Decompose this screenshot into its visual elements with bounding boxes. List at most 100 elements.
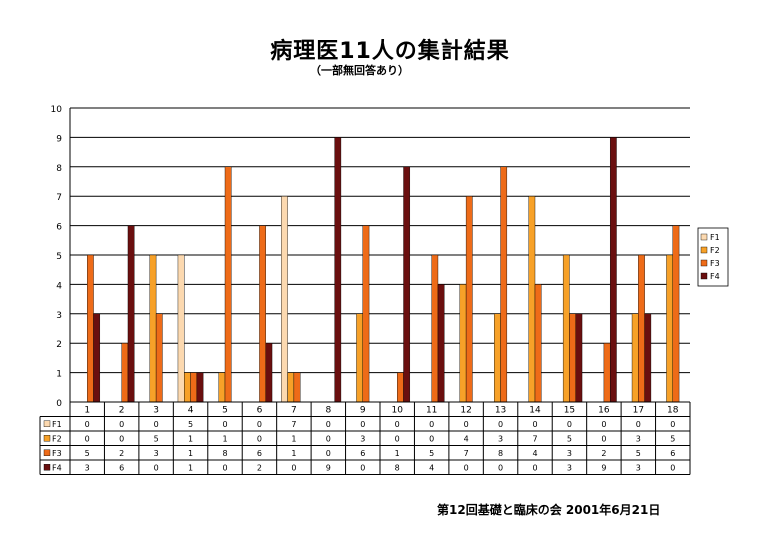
- data-label: 0: [464, 464, 469, 473]
- y-tick-label: 4: [56, 281, 62, 291]
- data-label: 4: [464, 435, 469, 444]
- bar-f2: [562, 254, 570, 403]
- legend-key: [700, 259, 708, 267]
- data-label: 9: [326, 464, 331, 473]
- bar-f4: [403, 166, 411, 403]
- x-tick-label: 18: [667, 406, 679, 416]
- bar-f2: [528, 195, 536, 403]
- data-label: 2: [601, 449, 606, 458]
- data-label: 3: [636, 464, 641, 473]
- bar-f4: [575, 313, 583, 403]
- data-label: 0: [395, 435, 400, 444]
- x-tick-label: 7: [291, 406, 297, 416]
- y-tick-label: 8: [56, 164, 62, 174]
- table-series-label: F3: [52, 449, 62, 458]
- bar-f3: [500, 166, 508, 403]
- data-label: 0: [498, 464, 503, 473]
- table-series-label: F1: [52, 420, 62, 429]
- data-label: 0: [257, 420, 262, 429]
- data-label: 0: [360, 464, 365, 473]
- table-legend-key: [43, 435, 51, 442]
- y-tick-label: 10: [51, 105, 63, 115]
- data-label: 6: [670, 449, 675, 458]
- data-label: 7: [291, 420, 296, 429]
- data-label: 0: [119, 420, 124, 429]
- bar-f2: [287, 372, 295, 403]
- data-label: 9: [601, 464, 606, 473]
- legend-label: F3: [710, 259, 720, 268]
- data-label: 0: [636, 420, 641, 429]
- bar-f4: [196, 372, 204, 403]
- bar-f3: [190, 372, 198, 403]
- data-label: 0: [326, 435, 331, 444]
- y-tick-label: 6: [56, 223, 62, 233]
- data-label: 1: [188, 435, 193, 444]
- legend-key: [700, 272, 708, 280]
- bar-f1: [281, 195, 288, 403]
- legend-label: F4: [710, 272, 720, 281]
- data-label: 6: [360, 449, 365, 458]
- data-label: 0: [601, 420, 606, 429]
- data-label: 0: [326, 449, 331, 458]
- chart-title: 病理医11人の集計結果: [270, 39, 510, 64]
- x-tick-label: 11: [426, 406, 437, 416]
- bar-f3: [431, 254, 439, 403]
- data-label: 8: [222, 449, 227, 458]
- bar-f2: [666, 254, 673, 403]
- data-label: 3: [85, 464, 90, 473]
- legend-key: [700, 233, 708, 241]
- data-label: 2: [119, 449, 124, 458]
- data-label: 0: [532, 464, 537, 473]
- bar-f2: [218, 372, 226, 403]
- bar-f3: [672, 225, 680, 403]
- data-label: 4: [532, 449, 537, 458]
- data-label: 3: [360, 435, 365, 444]
- bar-f2: [494, 313, 501, 403]
- x-tick-label: 12: [460, 406, 471, 416]
- table-series-label: F2: [52, 435, 62, 444]
- y-axis: 0 1 2 3 4 5 6 7 8 9 10: [51, 105, 690, 409]
- bar-f3: [259, 225, 266, 403]
- data-label: 0: [429, 435, 434, 444]
- x-tick-label: 16: [598, 406, 610, 416]
- data-label: 2: [257, 464, 262, 473]
- bar-f3: [534, 284, 542, 403]
- x-tick-label: 14: [529, 406, 541, 416]
- x-tick-label: 4: [188, 406, 194, 416]
- data-label: 1: [291, 449, 296, 458]
- legend-label: F1: [710, 233, 720, 242]
- data-label: 0: [154, 464, 159, 473]
- data-label: 0: [429, 420, 434, 429]
- data-label: 0: [291, 464, 296, 473]
- data-label: 7: [464, 449, 469, 458]
- bar-f4: [265, 343, 273, 403]
- y-tick-label: 7: [56, 193, 62, 203]
- bar-f4: [127, 225, 135, 403]
- data-label: 0: [360, 420, 365, 429]
- footer-note: 第12回基礎と臨床の会 2001年6月21日: [437, 503, 661, 517]
- data-label: 5: [429, 449, 434, 458]
- data-label: 0: [257, 435, 262, 444]
- bar-f4: [437, 284, 445, 403]
- bar-f3: [638, 254, 645, 403]
- legend: F1 F2 F3 F4: [697, 227, 729, 287]
- bar-f4: [334, 137, 342, 403]
- bar-f4: [609, 137, 617, 403]
- table-series-label: F4: [52, 464, 62, 473]
- x-tick-label: 1: [84, 406, 90, 416]
- data-label: 6: [119, 464, 124, 473]
- bar-f3: [362, 225, 370, 403]
- x-tick-label: 8: [325, 406, 331, 416]
- data-label: 3: [636, 435, 641, 444]
- data-label: 7: [532, 435, 537, 444]
- bar-f2: [356, 313, 363, 403]
- data-label: 3: [498, 435, 503, 444]
- data-label: 0: [85, 435, 90, 444]
- data-label: 8: [395, 464, 400, 473]
- bars: [87, 137, 680, 403]
- bar-f3: [224, 166, 232, 403]
- x-tick-label: 13: [495, 406, 506, 416]
- data-label: 0: [119, 435, 124, 444]
- data-label: 0: [464, 420, 469, 429]
- x-tick-label: 10: [391, 406, 403, 416]
